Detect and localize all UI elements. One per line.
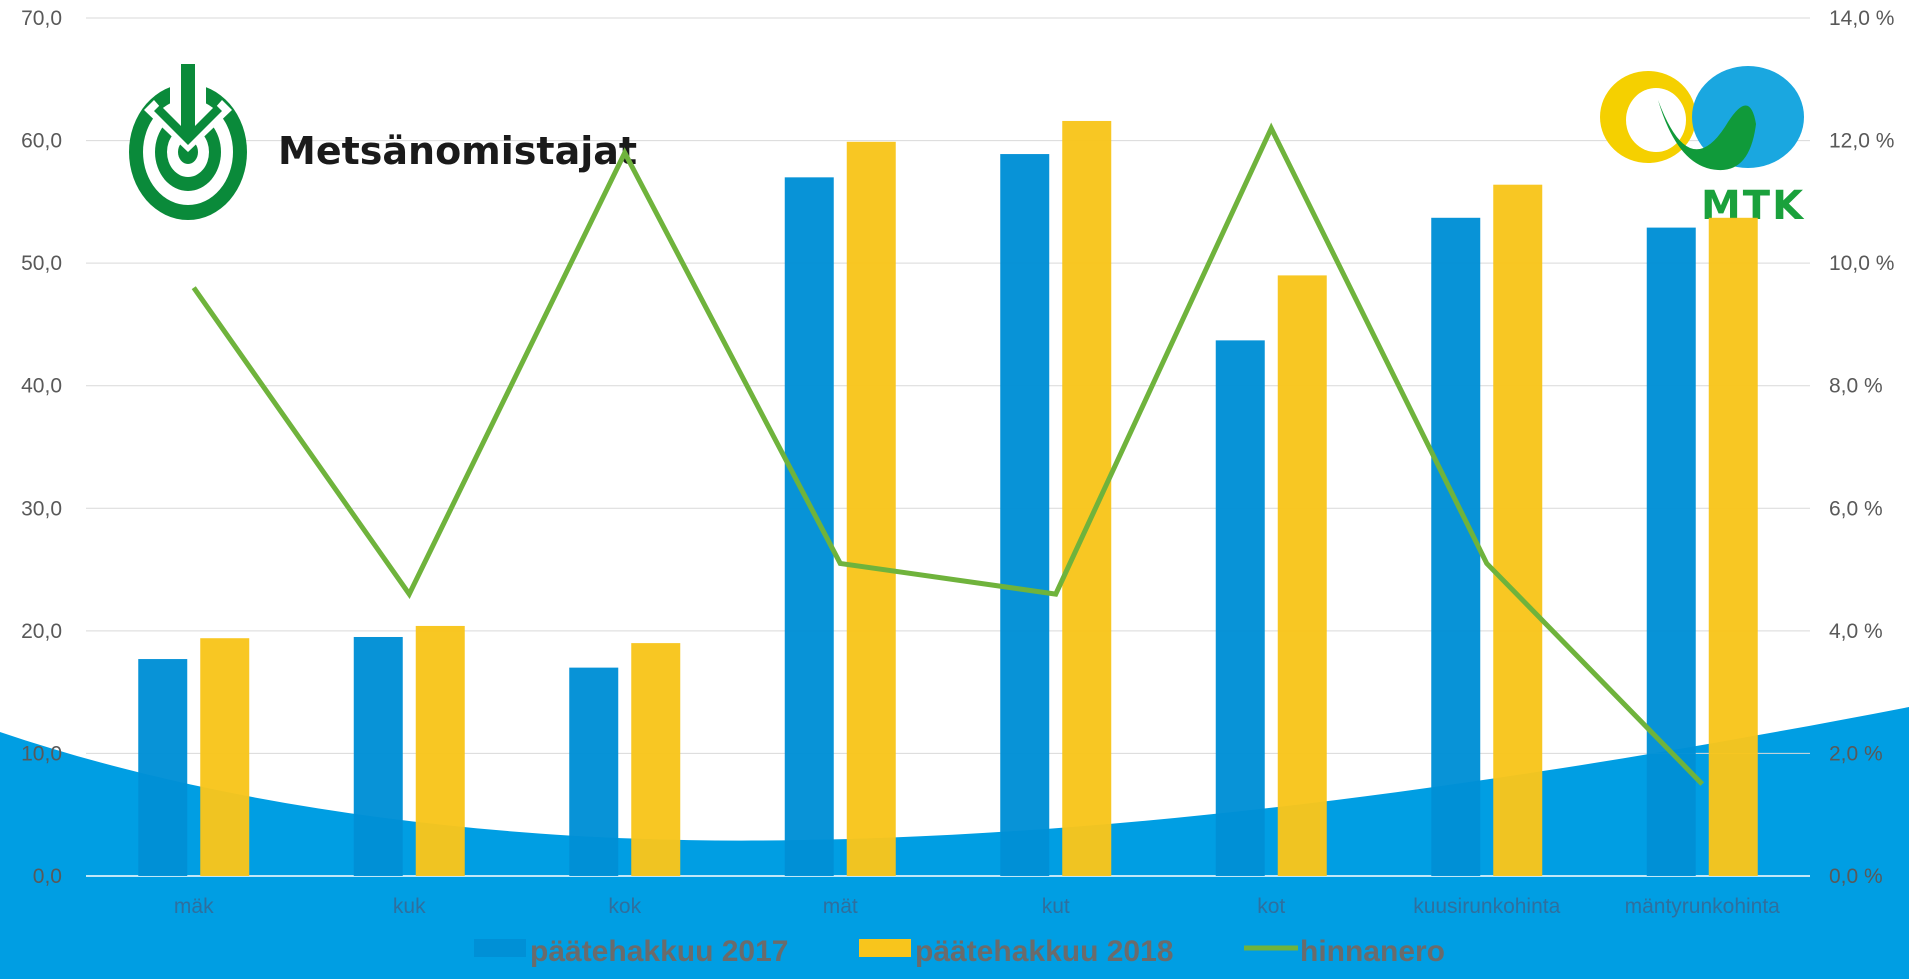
mtk-swirl-icon bbox=[1600, 66, 1804, 171]
mtk-logo: MTK bbox=[1600, 66, 1804, 229]
x-tick-label: kok bbox=[608, 895, 641, 918]
x-tick-label: mät bbox=[823, 895, 858, 918]
bar-2018-7 bbox=[1493, 184, 1543, 876]
y-tick-label: 70,0 bbox=[21, 7, 62, 30]
x-tick-label: mäk bbox=[174, 895, 214, 918]
y2-tick-label: 12,0 % bbox=[1829, 130, 1894, 153]
target-arrow-icon bbox=[129, 60, 247, 220]
y2-tick-label: 14,0 % bbox=[1829, 7, 1894, 30]
y-tick-label: 10,0 bbox=[21, 742, 62, 765]
legend-label-2: päätehakkuu 2018 bbox=[915, 935, 1173, 968]
bar-2017-4 bbox=[784, 177, 834, 877]
legend-swatch-2 bbox=[859, 939, 911, 957]
bar-2017-8 bbox=[1646, 227, 1696, 876]
y2-tick-label: 4,0 % bbox=[1829, 620, 1883, 643]
y-tick-label: 30,0 bbox=[21, 497, 62, 520]
y2-tick-label: 2,0 % bbox=[1829, 742, 1883, 765]
legend-label-3: hinnanero bbox=[1300, 935, 1445, 968]
metsanomistajat-wordmark: Metsänomistajat bbox=[278, 129, 637, 173]
bar-2017-1 bbox=[138, 659, 188, 876]
bar-2017-7 bbox=[1431, 217, 1481, 876]
x-tick-label: kut bbox=[1042, 895, 1070, 918]
metsanomistajat-logo: Metsänomistajat bbox=[129, 60, 637, 220]
bar-2017-2 bbox=[353, 636, 403, 876]
y-tick-label: 20,0 bbox=[21, 620, 62, 643]
bar-2018-1 bbox=[200, 638, 250, 876]
hinnanero-line-series bbox=[191, 122, 1705, 786]
bar-2017-3 bbox=[569, 667, 619, 876]
bar-2017-5 bbox=[1000, 154, 1050, 876]
y2-tick-label: 10,0 % bbox=[1829, 252, 1894, 275]
bar-2018-6 bbox=[1277, 275, 1327, 876]
legend-swatch-1 bbox=[474, 939, 526, 957]
y-tick-label: 60,0 bbox=[21, 130, 62, 153]
background-wave-shape bbox=[0, 707, 1909, 979]
y-tick-label: 40,0 bbox=[21, 375, 62, 398]
hinnanero-line bbox=[191, 122, 1705, 786]
y2-tick-label: 6,0 % bbox=[1829, 497, 1883, 520]
legend: päätehakkuu 2017 päätehakkuu 2018 hinnaner… bbox=[474, 935, 1445, 968]
bar-2018-5 bbox=[1062, 120, 1112, 876]
x-tick-label: mäntyrunkohinta bbox=[1625, 895, 1781, 918]
x-tick-label: kuk bbox=[393, 895, 426, 918]
bar-2017-6 bbox=[1215, 340, 1265, 876]
y-tick-label: 0,0 bbox=[33, 865, 62, 888]
x-tick-label: kot bbox=[1257, 895, 1285, 918]
bars bbox=[138, 120, 1758, 877]
legend-label-1: päätehakkuu 2017 bbox=[530, 935, 788, 968]
bar-2018-2 bbox=[415, 625, 465, 876]
y2-tick-label: 0,0 % bbox=[1829, 865, 1883, 888]
bar-2018-8 bbox=[1708, 217, 1758, 876]
background-wave bbox=[0, 707, 1909, 979]
bar-2018-3 bbox=[631, 643, 681, 876]
y-tick-label: 50,0 bbox=[21, 252, 62, 275]
y2-tick-label: 8,0 % bbox=[1829, 375, 1883, 398]
x-tick-label: kuusirunkohinta bbox=[1413, 895, 1560, 918]
axes: 0,0 10,0 20,0 30,0 40,0 50,0 60,0 70,0 0,0 % 2,0 … bbox=[21, 7, 1894, 918]
bar-2018-4 bbox=[846, 141, 896, 877]
